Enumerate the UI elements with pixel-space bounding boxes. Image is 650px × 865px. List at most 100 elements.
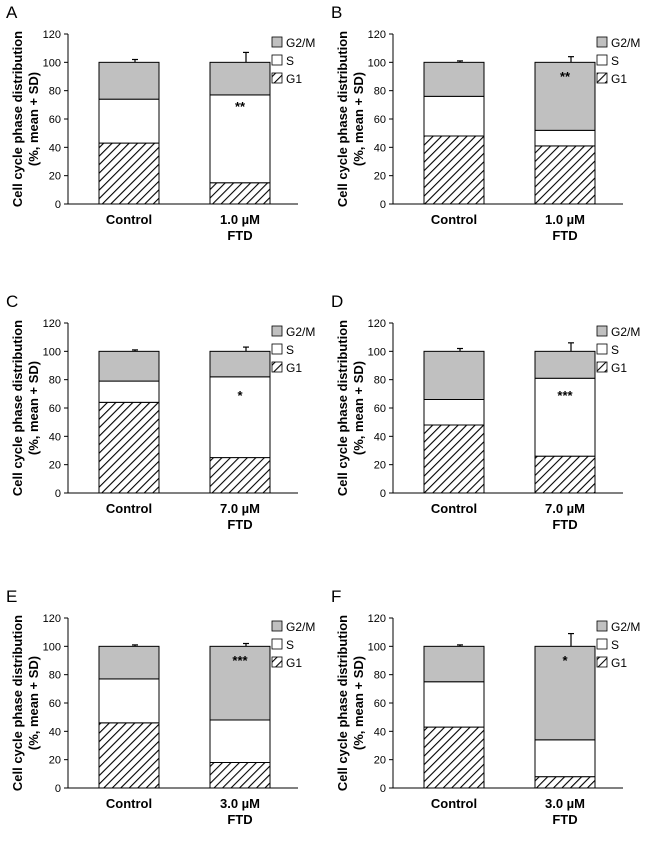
legend-swatch-d	[596, 325, 608, 337]
category-label-b-1: 1.0 µM	[545, 212, 585, 227]
panel-f: F Cell cycle phase distribution (%, mean +…	[331, 587, 640, 827]
legend-label-a: S	[286, 54, 294, 68]
panel-letter-f: F	[331, 587, 341, 606]
legend-swatch-a	[271, 72, 283, 84]
y-tick-label-a: 0	[55, 199, 61, 211]
y-tick-label-b: 60	[374, 114, 386, 126]
y-tick-label-b: 80	[374, 86, 386, 98]
category-label-c-0: Control	[106, 501, 152, 516]
y-tick-label-f: 80	[374, 670, 386, 682]
significance-mark-d: ***	[557, 388, 573, 403]
bar-s-e-0	[98, 678, 160, 724]
bar-g1-d-1	[534, 455, 596, 494]
y-axis-subtitle-b: (%, mean + SD)	[351, 72, 366, 166]
category-label-b-0: Control	[431, 212, 477, 227]
y-axis-title-b: Cell cycle phase distribution	[335, 31, 350, 207]
category-label-f-0: Control	[431, 796, 477, 811]
panel-b: B Cell cycle phase distribution (%, mean +…	[331, 3, 640, 243]
y-tick-label-a: 120	[43, 29, 61, 41]
legend-swatch-e	[271, 656, 283, 668]
y-tick-label-e: 40	[49, 726, 61, 738]
category-label-a-0: Control	[106, 212, 152, 227]
bar-g2m-d-0	[423, 350, 485, 401]
bar-s-a-0	[98, 98, 160, 144]
significance-mark-a: **	[235, 99, 246, 114]
legend-swatch-d	[596, 361, 608, 373]
significance-mark-b: **	[560, 69, 571, 84]
y-tick-label-f: 40	[374, 726, 386, 738]
panel-letter-b: B	[331, 3, 342, 22]
category-label-c-1: 7.0 µM	[220, 501, 260, 516]
category-label-d-0: Control	[431, 501, 477, 516]
legend-label-b: G2/M	[611, 36, 640, 50]
y-tick-label-b: 20	[374, 171, 386, 183]
bar-s-f-1	[534, 739, 596, 778]
legend-label-d: G1	[611, 361, 627, 375]
y-tick-label-e: 100	[43, 641, 61, 653]
y-tick-label-a: 20	[49, 171, 61, 183]
category-label-d-1: 7.0 µM	[545, 501, 585, 516]
category-label-d-1: FTD	[552, 517, 577, 532]
category-label-f-1: FTD	[552, 812, 577, 827]
y-axis-subtitle-e: (%, mean + SD)	[26, 656, 41, 750]
legend-label-a: G2/M	[286, 36, 315, 50]
bar-g2m-b-1	[534, 61, 596, 131]
bar-g1-c-0	[98, 401, 160, 494]
y-tick-label-c: 120	[43, 318, 61, 330]
legend-label-f: G2/M	[611, 620, 640, 634]
y-tick-label-e: 20	[49, 755, 61, 767]
y-tick-label-b: 40	[374, 142, 386, 154]
legend-label-b: S	[611, 54, 619, 68]
category-label-a-1: 1.0 µM	[220, 212, 260, 227]
y-tick-label-a: 40	[49, 142, 61, 154]
legend-swatch-a	[271, 54, 283, 66]
category-label-e-0: Control	[106, 796, 152, 811]
bar-g2m-c-1	[209, 350, 271, 378]
bar-g1-a-1	[209, 182, 271, 205]
y-tick-label-c: 20	[49, 460, 61, 472]
legend-label-e: G2/M	[286, 620, 315, 634]
y-axis-subtitle-f: (%, mean + SD)	[351, 656, 366, 750]
bar-g2m-d-1	[534, 350, 596, 379]
y-tick-label-f: 60	[374, 698, 386, 710]
legend-swatch-f	[596, 638, 608, 650]
y-tick-label-e: 60	[49, 698, 61, 710]
y-tick-label-e: 80	[49, 670, 61, 682]
significance-mark-e: ***	[232, 653, 248, 668]
y-tick-label-c: 100	[43, 346, 61, 358]
y-tick-label-e: 0	[55, 783, 61, 795]
legend-swatch-f	[596, 620, 608, 632]
legend-label-f: G1	[611, 656, 627, 670]
bar-g2m-f-0	[423, 645, 485, 683]
y-tick-label-f: 120	[368, 613, 386, 625]
bar-g1-f-0	[423, 726, 485, 789]
y-tick-label-d: 0	[380, 488, 386, 500]
bar-g1-c-1	[209, 457, 271, 494]
bar-s-c-0	[98, 380, 160, 403]
legend-label-a: G1	[286, 72, 302, 86]
legend-label-e: S	[286, 638, 294, 652]
panel-d: D Cell cycle phase distribution (%, mean +…	[331, 292, 640, 532]
bar-s-d-1	[534, 377, 596, 457]
panel-e: E Cell cycle phase distribution (%, mean +…	[6, 587, 315, 827]
panel-letter-d: D	[331, 292, 343, 311]
y-axis-subtitle-d: (%, mean + SD)	[351, 361, 366, 455]
legend-swatch-e	[271, 638, 283, 650]
bar-g2m-f-1	[534, 645, 596, 741]
y-axis-title-a: Cell cycle phase distribution	[10, 31, 25, 207]
y-tick-label-b: 120	[368, 29, 386, 41]
y-axis-title-d: Cell cycle phase distribution	[335, 320, 350, 496]
y-axis-title-f: Cell cycle phase distribution	[335, 615, 350, 791]
legend-swatch-b	[596, 72, 608, 84]
legend-label-c: S	[286, 343, 294, 357]
y-tick-label-c: 80	[49, 375, 61, 387]
y-tick-label-f: 0	[380, 783, 386, 795]
bar-s-b-0	[423, 95, 485, 137]
legend-swatch-c	[271, 343, 283, 355]
y-axis-title-c: Cell cycle phase distribution	[10, 320, 25, 496]
legend-label-b: G1	[611, 72, 627, 86]
y-tick-label-d: 120	[368, 318, 386, 330]
significance-mark-c: *	[237, 388, 243, 403]
significance-mark-f: *	[562, 653, 568, 668]
